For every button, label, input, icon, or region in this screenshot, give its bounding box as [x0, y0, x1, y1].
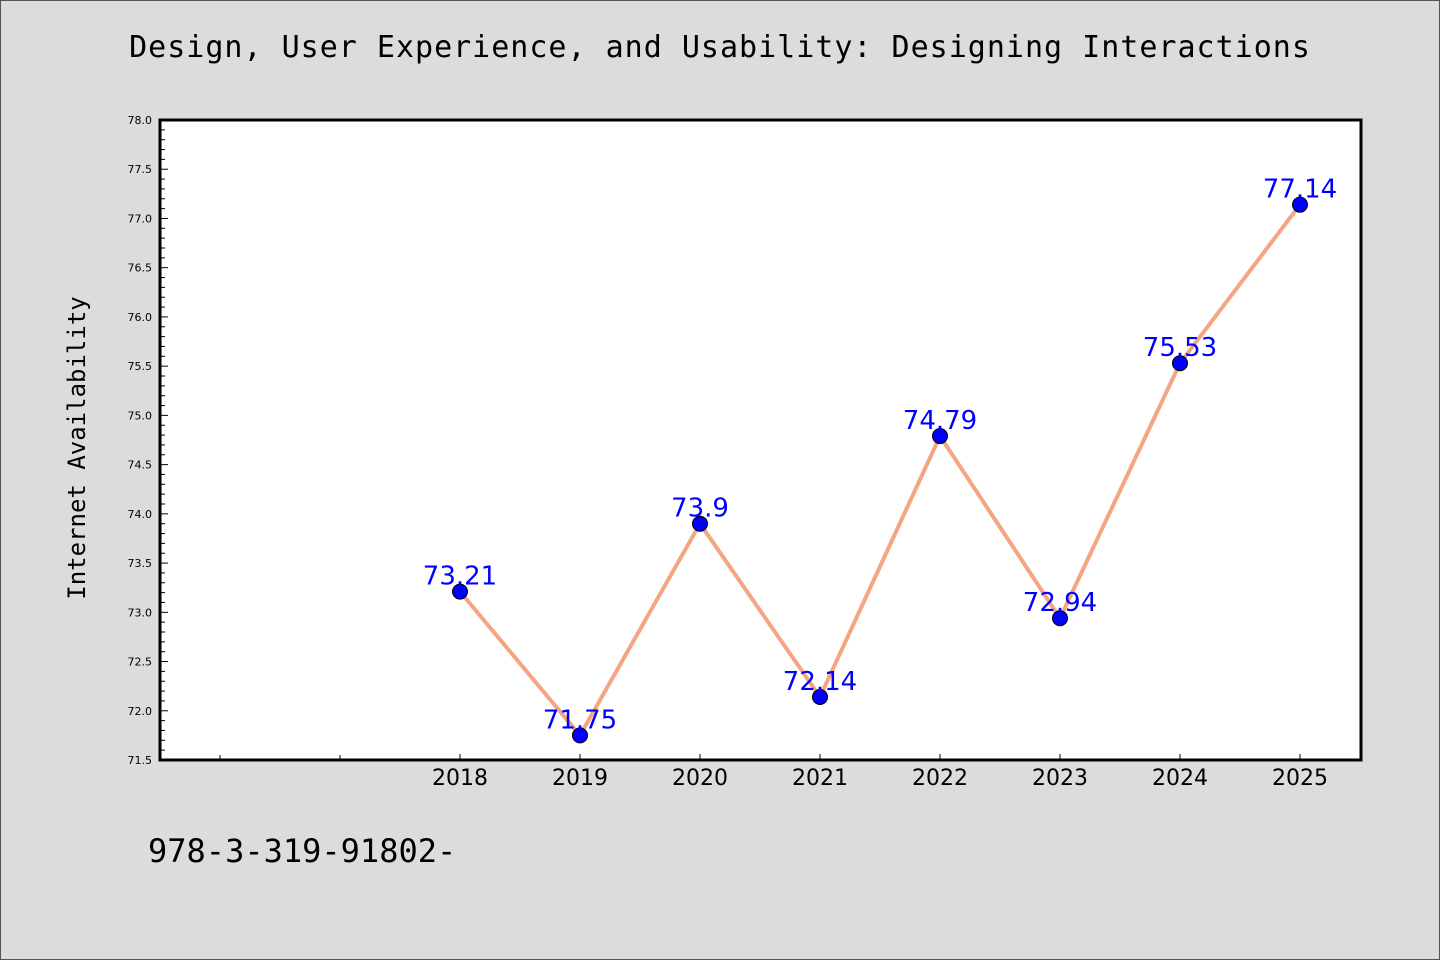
data-point [572, 727, 588, 744]
y-tick-label: 77.0 [128, 212, 153, 225]
y-tick-label: 71.5 [128, 754, 153, 767]
series-polyline [458, 203, 1302, 738]
chart-title: Design, User Experience, and Usability: … [129, 30, 1311, 65]
y-tick-label: 72.5 [128, 656, 153, 669]
data-label: 72.94 [1023, 588, 1097, 618]
data-label: 73.21 [423, 562, 497, 592]
y-tick-label: 72.0 [128, 705, 153, 718]
y-tick-label: 73.0 [128, 606, 153, 619]
x-tick-label: 2018 [432, 766, 488, 791]
y-tick-label: 77.5 [128, 163, 153, 176]
y-tick-label: 74.0 [128, 508, 153, 521]
data-point [932, 428, 948, 445]
y-axis-label: Internet Availability [63, 296, 91, 599]
x-axis: 2018 2019 2020 2021 2022 2023 2024 2025 [219, 754, 1328, 791]
y-tick-label: 74.5 [128, 459, 153, 472]
data-point [1052, 610, 1068, 627]
data-point [452, 583, 468, 600]
data-label: 77.14 [1263, 175, 1337, 205]
data-label: 72.14 [783, 667, 857, 697]
data-point [1292, 196, 1308, 213]
data-label: 73.9 [671, 494, 729, 524]
y-tick-label: 75.0 [128, 409, 153, 422]
data-point [812, 688, 828, 705]
x-tick-label: 2023 [1032, 766, 1088, 791]
data-label: 75.53 [1143, 333, 1217, 363]
x-tick-label: 2025 [1272, 766, 1328, 791]
data-point [692, 515, 708, 532]
y-tick-label: 76.0 [128, 311, 153, 324]
series-line: 73.21 71.75 73.9 72.14 74.79 72.94 75.53 77.14 [423, 175, 1337, 744]
x-tick-label: 2019 [552, 766, 608, 791]
data-label: 74.79 [903, 406, 977, 436]
x-tick-label: 2020 [672, 766, 728, 791]
y-tick-label: 76.5 [128, 262, 153, 275]
x-tick-label: 2024 [1152, 766, 1208, 791]
y-axis: 71.5 72.0 72.5 73.0 73.5 74.0 74.5 75.0 75.5 76.0… [128, 114, 168, 767]
footer-text: 978-3-319-91802- [148, 832, 457, 870]
y-tick-label: 73.5 [128, 557, 153, 570]
y-tick-label: 75.5 [128, 360, 153, 373]
plot-area [158, 118, 1363, 762]
data-label: 71.75 [543, 705, 617, 735]
y-tick-label: 78.0 [128, 114, 153, 127]
x-tick-label: 2022 [912, 766, 968, 791]
data-point [1172, 355, 1188, 372]
x-tick-label: 2021 [792, 766, 848, 791]
